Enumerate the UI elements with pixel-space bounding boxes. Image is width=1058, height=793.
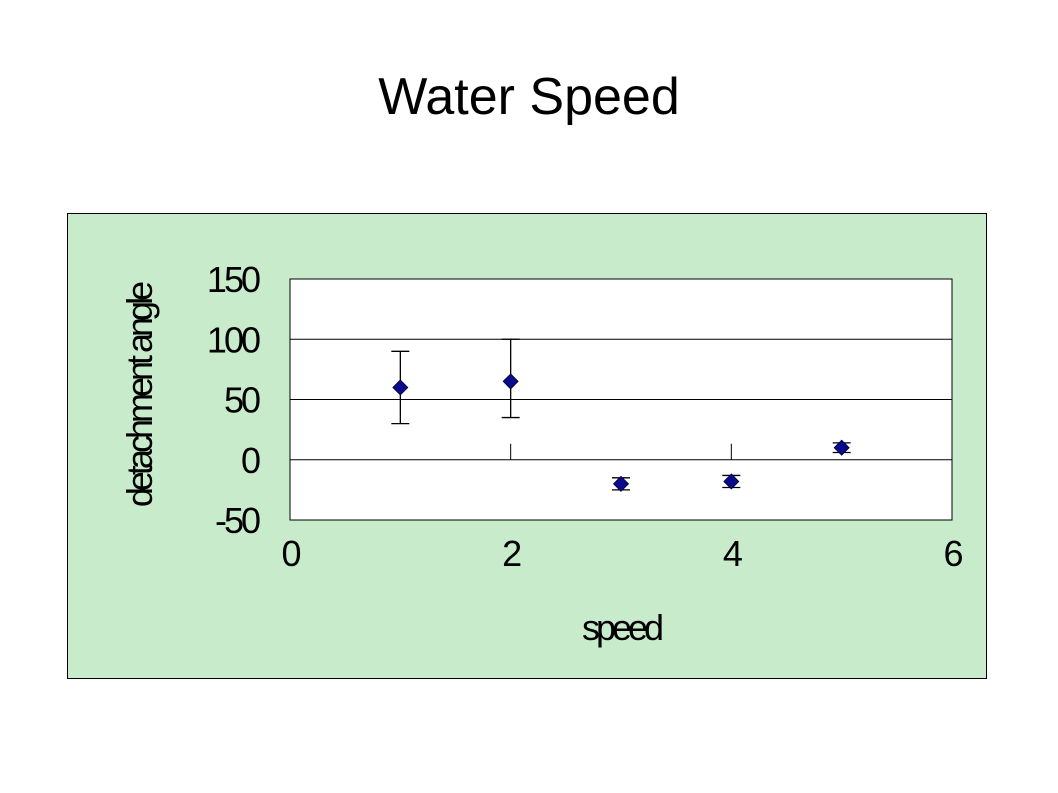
x-axis-title: speed [582,607,662,648]
x-tick-label: 0 [281,533,300,574]
y-tick-label: 50 [224,380,260,421]
x-tick-label: 4 [723,533,742,574]
data-point [833,439,850,456]
slide-title: Water Speed [378,68,680,126]
x-tick-labels: 0 2 4 6 [281,533,965,574]
y-tick-label: 100 [207,319,260,360]
data-point [723,473,740,490]
data-point [612,475,630,492]
y-tick-label: 0 [241,440,260,481]
y-tick-label: 150 [207,259,260,300]
data-point [502,373,519,390]
x-tick-marks [510,443,732,460]
data-points [392,373,850,492]
x-tick-label: 6 [943,533,962,574]
y-tick-label: -50 [215,500,260,541]
y-axis-title: detachment angle [119,282,160,507]
y-tick-labels: 150 100 50 0 -50 [207,259,263,541]
x-tick-label: 2 [502,533,521,574]
data-point [392,379,409,396]
